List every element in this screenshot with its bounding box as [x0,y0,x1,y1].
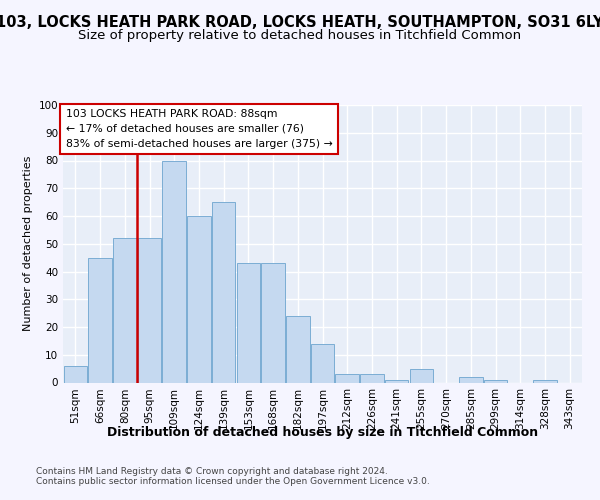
Bar [187,216,211,382]
Text: Distribution of detached houses by size in Titchfield Common: Distribution of detached houses by size … [107,426,538,439]
Text: 103 LOCKS HEATH PARK ROAD: 88sqm
← 17% of detached houses are smaller (76)
83% o: 103 LOCKS HEATH PARK ROAD: 88sqm ← 17% o… [65,109,332,149]
Bar [459,377,482,382]
Bar [138,238,161,382]
Text: Contains public sector information licensed under the Open Government Licence v3: Contains public sector information licen… [36,478,430,486]
Bar [212,202,235,382]
Bar [64,366,87,382]
Bar [113,238,137,382]
Bar [360,374,383,382]
Bar [533,380,557,382]
Bar [88,258,112,382]
Bar [335,374,359,382]
Bar [262,263,285,382]
Bar [484,380,507,382]
Bar [163,160,186,382]
Text: 103, LOCKS HEATH PARK ROAD, LOCKS HEATH, SOUTHAMPTON, SO31 6LY: 103, LOCKS HEATH PARK ROAD, LOCKS HEATH,… [0,15,600,30]
Text: Contains HM Land Registry data © Crown copyright and database right 2024.: Contains HM Land Registry data © Crown c… [36,466,388,475]
Bar [286,316,310,382]
Bar [410,368,433,382]
Bar [236,263,260,382]
Bar [311,344,334,382]
Y-axis label: Number of detached properties: Number of detached properties [23,156,33,332]
Text: Size of property relative to detached houses in Titchfield Common: Size of property relative to detached ho… [79,30,521,43]
Bar [385,380,409,382]
